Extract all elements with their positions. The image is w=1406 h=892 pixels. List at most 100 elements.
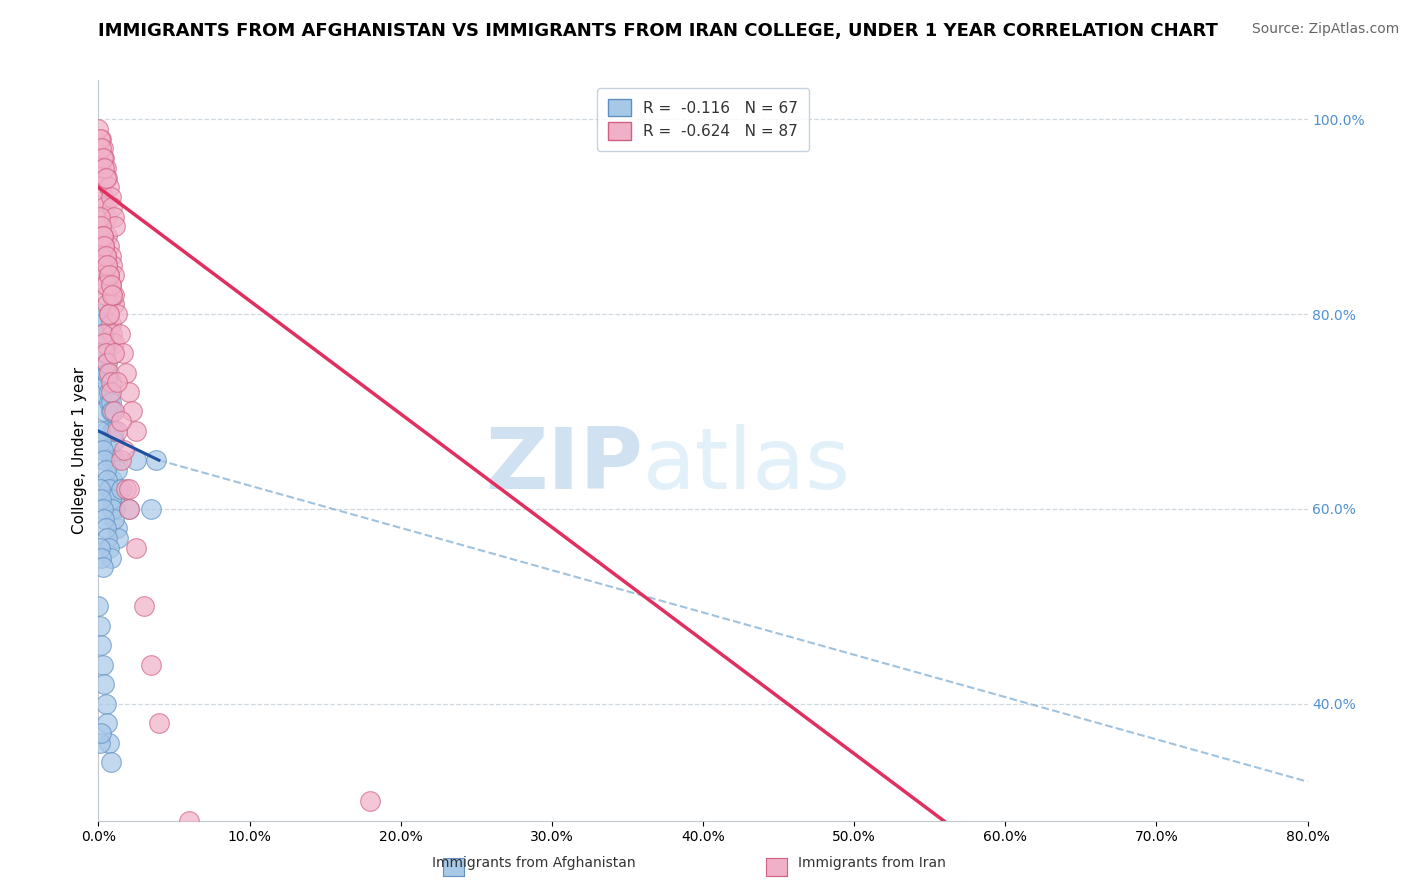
Point	[91, 141, 114, 155]
Point	[125, 541, 148, 555]
Point	[100, 277, 122, 292]
Point	[114, 483, 136, 497]
Text: Immigrants from Iran: Immigrants from Iran	[797, 855, 946, 870]
Point	[89, 736, 111, 750]
Point	[91, 326, 114, 341]
Point	[91, 151, 114, 165]
Point	[103, 434, 125, 448]
Point	[93, 346, 115, 360]
Point	[125, 424, 148, 438]
Point	[89, 541, 111, 555]
Point	[104, 219, 127, 234]
Point	[132, 599, 155, 614]
Point	[125, 453, 148, 467]
Point	[93, 346, 115, 360]
Point	[94, 366, 117, 380]
Point	[94, 249, 117, 263]
Point	[98, 443, 121, 458]
Point	[98, 307, 121, 321]
Point	[90, 132, 112, 146]
Point	[89, 249, 111, 263]
Point	[90, 638, 112, 652]
Point	[103, 297, 125, 311]
Point	[94, 346, 117, 360]
Point	[91, 190, 114, 204]
Point	[91, 560, 114, 574]
Point	[98, 268, 121, 282]
Point	[101, 326, 124, 341]
Point	[101, 287, 124, 301]
Point	[90, 434, 112, 448]
Point	[100, 492, 122, 507]
Point	[103, 424, 125, 438]
Point	[98, 180, 121, 194]
Point	[101, 473, 124, 487]
Legend: R =  -0.116   N = 67, R =  -0.624   N = 87: R = -0.116 N = 67, R = -0.624 N = 87	[598, 88, 808, 151]
Point	[98, 394, 121, 409]
Point	[90, 259, 112, 273]
Point	[100, 190, 122, 204]
Point	[90, 726, 112, 740]
Point	[90, 492, 112, 507]
Point	[141, 502, 163, 516]
Point	[91, 502, 114, 516]
Point	[96, 376, 118, 390]
Point	[96, 716, 118, 731]
Point	[98, 307, 121, 321]
Point	[121, 404, 143, 418]
Point	[96, 170, 118, 185]
Point	[110, 414, 132, 428]
Point	[94, 521, 117, 535]
Text: IMMIGRANTS FROM AFGHANISTAN VS IMMIGRANTS FROM IRAN COLLEGE, UNDER 1 YEAR CORREL: IMMIGRANTS FROM AFGHANISTAN VS IMMIGRANT…	[98, 22, 1218, 40]
Point	[89, 161, 111, 175]
Point	[93, 677, 115, 691]
Point	[93, 404, 115, 418]
Text: Immigrants from Afghanistan: Immigrants from Afghanistan	[433, 855, 636, 870]
Point	[96, 531, 118, 545]
Point	[101, 259, 124, 273]
Point	[90, 384, 112, 399]
Point	[101, 404, 124, 418]
Point	[96, 259, 118, 273]
Point	[91, 229, 114, 244]
Point	[91, 229, 114, 244]
Point	[104, 502, 127, 516]
Point	[103, 336, 125, 351]
Text: Source: ZipAtlas.com: Source: ZipAtlas.com	[1251, 22, 1399, 37]
Point	[118, 502, 141, 516]
Point	[100, 404, 122, 418]
Point	[110, 453, 132, 467]
Point	[89, 307, 111, 321]
Point	[100, 755, 122, 769]
Y-axis label: College, Under 1 year: College, Under 1 year	[72, 367, 87, 534]
Point	[94, 424, 117, 438]
Point	[93, 200, 115, 214]
Point	[93, 277, 115, 292]
Point	[98, 366, 121, 380]
Point	[103, 287, 125, 301]
Point	[91, 268, 114, 282]
Point	[114, 366, 136, 380]
Point	[93, 336, 115, 351]
Point	[148, 716, 170, 731]
Point	[111, 346, 134, 360]
Point	[93, 151, 115, 165]
Point	[104, 453, 127, 467]
Point	[94, 161, 117, 175]
Point	[103, 268, 125, 282]
Point	[98, 483, 121, 497]
Point	[100, 249, 122, 263]
Point	[89, 210, 111, 224]
Point	[98, 384, 121, 399]
Point	[94, 287, 117, 301]
Text: ZIP: ZIP	[485, 424, 643, 507]
Point	[118, 384, 141, 399]
Point	[141, 657, 163, 672]
Point	[93, 239, 115, 253]
Point	[94, 170, 117, 185]
Point	[90, 550, 112, 565]
Point	[94, 697, 117, 711]
Point	[108, 326, 131, 341]
Point	[94, 277, 117, 292]
Point	[103, 511, 125, 525]
